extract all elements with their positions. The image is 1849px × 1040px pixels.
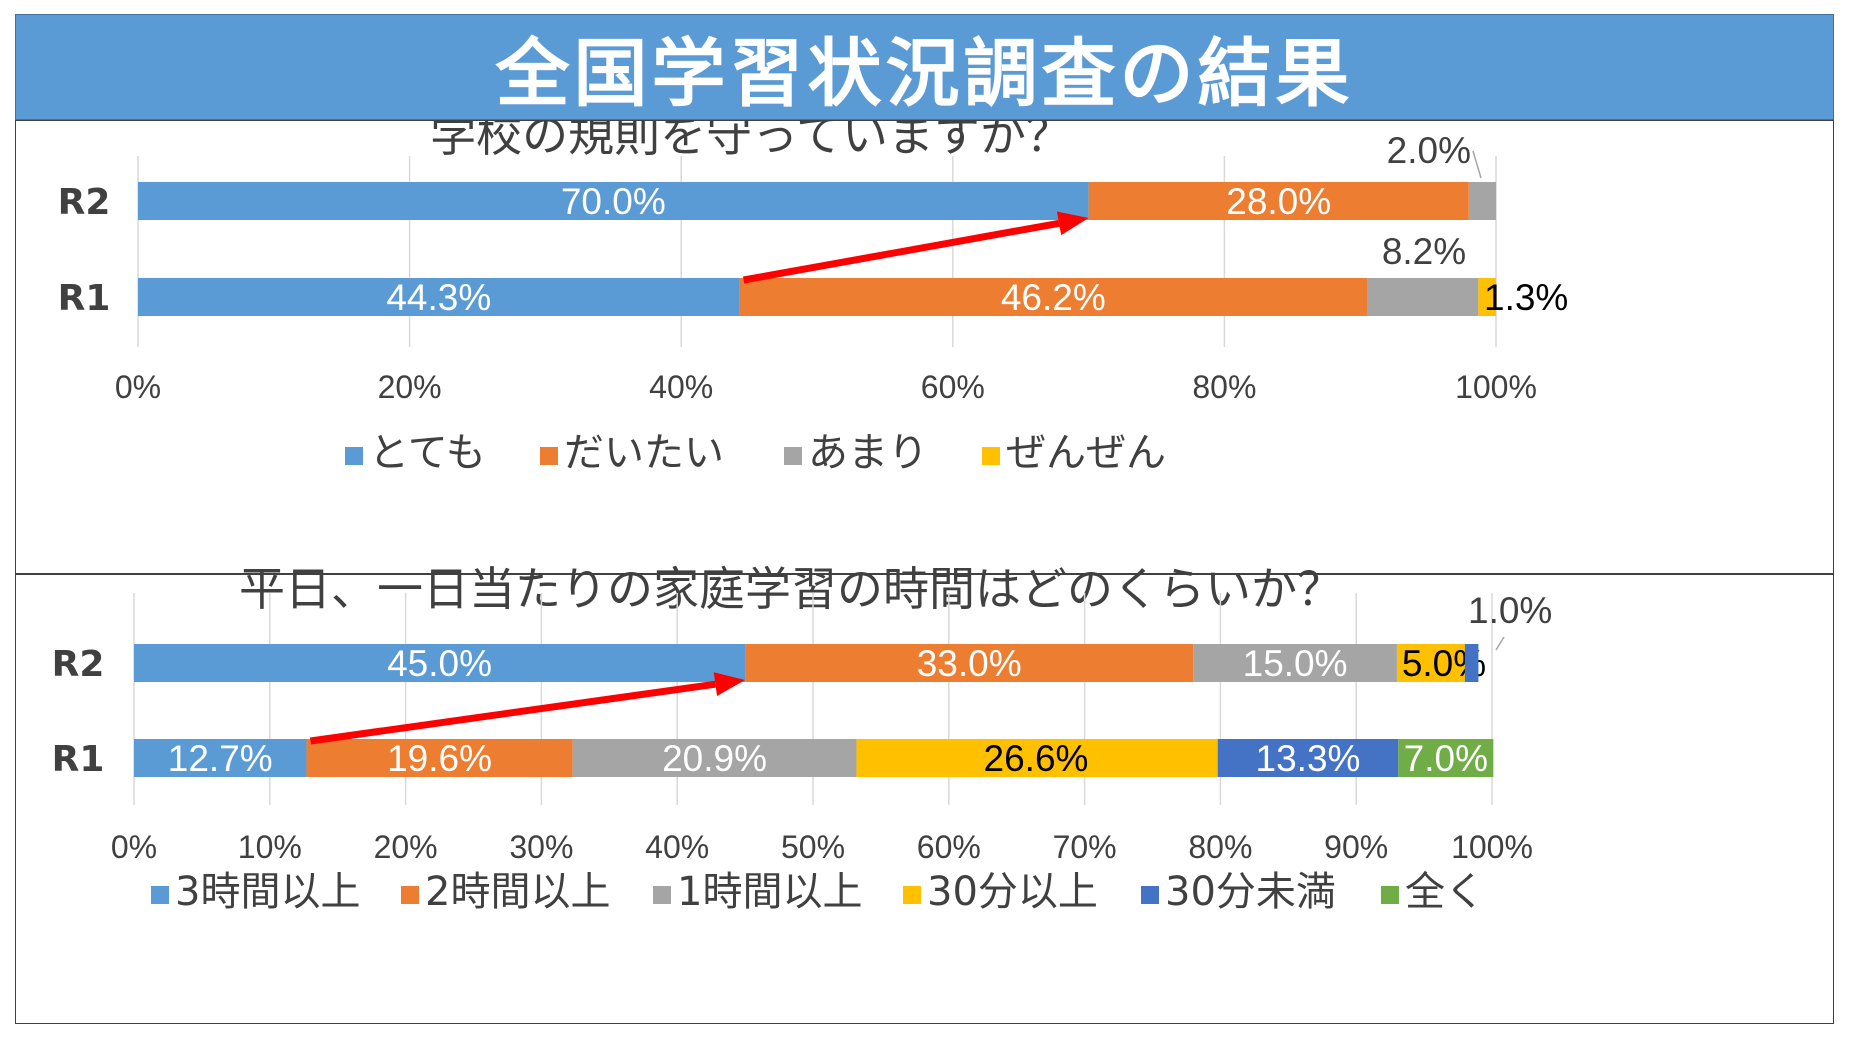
data-label: 13.3% (1256, 738, 1361, 779)
data-label: 44.3% (386, 277, 491, 318)
chart-rules: 学校の規則を守っていますか？ 0% 20% 40% 60% 80% 100% R2 R1 70.0… (58, 121, 1569, 476)
data-label: 28.0% (1226, 181, 1331, 222)
data-label: 46.2% (1001, 277, 1106, 318)
bar-segment (1193, 644, 1397, 682)
x-tick-label: 10% (238, 829, 302, 865)
data-label: 2.0% (1387, 130, 1471, 171)
legend-swatch (345, 447, 363, 465)
x-tick-label: 60% (917, 829, 981, 865)
legend-swatch (401, 886, 419, 904)
data-label: 19.6% (387, 738, 492, 779)
data-label: 12.7% (168, 738, 273, 779)
legend-swatch (982, 447, 1000, 465)
leader-line (1495, 636, 1505, 651)
legend-swatch (903, 886, 921, 904)
legend-swatch (540, 447, 558, 465)
legend-label: あまり (808, 430, 928, 476)
data-label: 8.2% (1382, 231, 1466, 272)
data-label: 1.0% (1468, 590, 1552, 631)
x-tick-label: 80% (1188, 829, 1252, 865)
x-tick-label: 0% (111, 829, 157, 865)
bar-segment (856, 739, 1218, 777)
category-label: R2 (58, 182, 111, 223)
legend-swatch (151, 886, 169, 904)
legend-label: 2時間以上 (425, 869, 610, 915)
legend-swatch (1381, 886, 1399, 904)
bar-segment (1217, 739, 1399, 777)
data-label: 70.0% (561, 181, 666, 222)
x-tick-label: 0% (115, 369, 161, 405)
data-label: 33.0% (917, 643, 1022, 684)
page-title: 全国学習状況調査の結果 (495, 30, 1354, 117)
x-tick-label: 80% (1192, 369, 1256, 405)
trend-arrow (742, 211, 1089, 284)
leader-line (1472, 150, 1482, 179)
category-label: R1 (52, 739, 105, 780)
data-label: 45.0% (387, 643, 492, 684)
legend-label: 1時間以上 (677, 869, 862, 915)
legend-swatch (1141, 886, 1159, 904)
chart-panel-rules: 学校の規則を守っていますか？ 0% 20% 40% 60% 80% 100% R2 R1 70.0… (15, 120, 1834, 574)
bar-segment (306, 739, 573, 777)
bar-segment (1088, 182, 1469, 220)
trend-arrow (309, 672, 746, 745)
x-tick-label: 40% (645, 829, 709, 865)
bar-segment (134, 644, 746, 682)
chart-title: 平日、一日当たりの家庭学習の時間はどのくらいか？ (239, 562, 1343, 616)
bar-segment (1396, 644, 1465, 682)
x-tick-label: 100% (1451, 829, 1533, 865)
x-tick-label: 90% (1324, 829, 1388, 865)
legend-label: とても (369, 430, 486, 476)
chart-title: 学校の規則を守っていますか？ (430, 121, 1072, 162)
legend-label: 30分未満 (1165, 869, 1336, 915)
x-tick-label: 50% (781, 829, 845, 865)
chart-panel-study-time: 平日、一日当たりの家庭学習の時間はどのくらいか？ 0% 10% 20% 30% 40% 50… (15, 562, 1834, 1024)
x-tick-label: 60% (921, 369, 985, 405)
legend-label: 30分以上 (927, 869, 1098, 915)
data-label: 7.0% (1404, 738, 1488, 779)
bar-segment (138, 278, 740, 316)
page-title-banner: 全国学習状況調査の結果 (15, 14, 1834, 120)
x-tick-label: 20% (374, 829, 438, 865)
bar-segment (138, 182, 1089, 220)
data-label: 15.0% (1243, 643, 1348, 684)
category-label: R1 (58, 278, 111, 319)
legend-label: 3時間以上 (175, 869, 360, 915)
data-label: 1.3% (1484, 277, 1568, 318)
x-tick-label: 20% (378, 369, 442, 405)
category-label: R2 (52, 644, 105, 685)
bar-segment (739, 278, 1367, 316)
legend-label: ぜんぜん (1006, 430, 1166, 476)
legend-swatch (653, 886, 671, 904)
legend-label: 全く (1405, 869, 1485, 915)
x-tick-label: 40% (649, 369, 713, 405)
data-label: 26.6% (984, 738, 1089, 779)
bar-segment (134, 739, 307, 777)
x-tick-label: 70% (1053, 829, 1117, 865)
bar-segment (1366, 278, 1479, 316)
bar-segment (1468, 182, 1496, 220)
chart-study-time: 平日、一日当たりの家庭学習の時間はどのくらいか？ 0% 10% 20% 30% 40% 50… (52, 562, 1553, 915)
legend-label: だいたい (564, 430, 724, 476)
data-label: 20.9% (662, 738, 767, 779)
x-tick-label: 100% (1455, 369, 1537, 405)
legend-swatch (784, 447, 802, 465)
bar-segment (1478, 278, 1496, 316)
bar-segment (1398, 739, 1494, 777)
bar-segment (1464, 644, 1479, 682)
bar-segment (745, 644, 1194, 682)
bar-segment (572, 739, 857, 777)
x-tick-label: 30% (509, 829, 573, 865)
